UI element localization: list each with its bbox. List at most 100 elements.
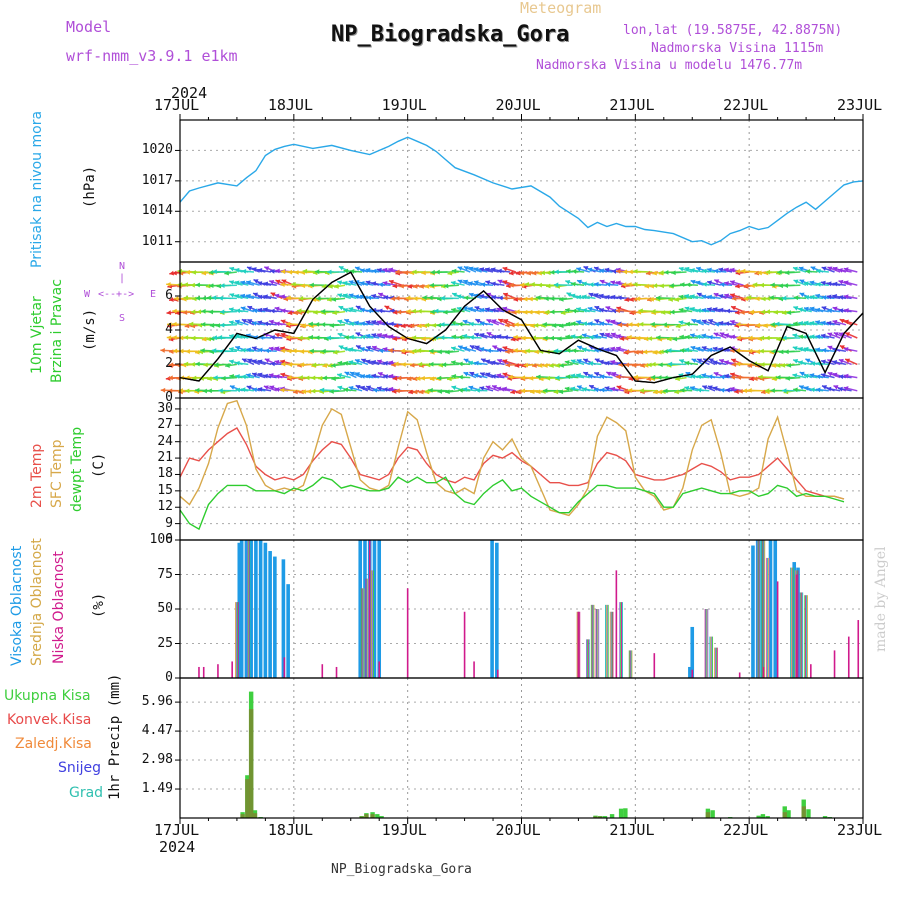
wind-arrowhead — [246, 280, 252, 285]
precip-total-bar — [786, 810, 791, 818]
wind-arrowhead — [417, 361, 423, 367]
wind-arrowhead — [428, 387, 433, 393]
wind-arrowhead — [371, 281, 377, 287]
wind-arrowhead — [417, 308, 422, 314]
wind-arrowhead — [251, 321, 257, 326]
wind-arrowhead — [320, 322, 326, 327]
wind-arrowhead — [663, 388, 668, 394]
wind-arrowhead — [826, 320, 832, 326]
wind-arrowhead — [406, 376, 412, 382]
wind-arrowhead — [424, 322, 430, 328]
wind-arrowhead — [740, 268, 746, 274]
wind-arrowhead — [713, 268, 719, 274]
wind-arrowhead — [570, 359, 576, 364]
wind-arrowhead — [329, 389, 334, 394]
wind-arrowhead — [258, 335, 264, 340]
wind-arrowhead — [510, 322, 515, 328]
wind-arrowhead — [798, 266, 804, 272]
wind-arrowhead — [588, 335, 594, 340]
mid-cloud-bar — [372, 570, 374, 678]
wind-arrowhead — [758, 374, 763, 380]
wind-arrowhead — [826, 294, 832, 300]
wind-arrowhead — [412, 376, 418, 382]
wind-arrowhead — [815, 347, 821, 353]
wind-arrowhead — [486, 332, 492, 337]
wind-arrowhead — [474, 332, 480, 338]
wind-arrowhead — [412, 389, 418, 395]
wind-arrowhead — [593, 333, 599, 339]
date-tick-label: 21JUL — [609, 821, 655, 839]
low-cloud-bar — [231, 661, 233, 678]
mid-cloud-bar — [758, 540, 760, 678]
mid-cloud-bar — [588, 639, 590, 678]
wind-arrowhead — [799, 279, 805, 284]
wind-arrowhead — [598, 359, 604, 365]
wind-arrowhead — [816, 282, 821, 287]
low-cloud-bar — [463, 611, 466, 678]
wind-arrowhead — [228, 320, 234, 325]
wind-arrowhead — [827, 266, 833, 271]
precip-total-bar — [822, 816, 828, 818]
wind-arrowhead — [437, 389, 443, 394]
wind-arrowhead — [576, 294, 582, 300]
wind-arrowhead — [616, 306, 622, 311]
wind-arrowhead — [502, 346, 508, 351]
grid-layer — [179, 120, 864, 818]
wind-arrowhead — [314, 269, 320, 275]
wind-arrowhead — [263, 294, 268, 300]
wind-arrowhead — [624, 349, 630, 355]
wind-arrowhead — [815, 307, 821, 313]
high-cloud-bar — [263, 542, 268, 678]
mid-cloud-bar — [579, 611, 581, 678]
low-cloud-bar — [473, 661, 475, 678]
mid-cloud-bar — [710, 636, 712, 678]
wind-arrowhead — [604, 347, 610, 353]
wind-arrowhead — [321, 348, 326, 354]
wind-arrowhead — [555, 363, 560, 368]
wind-arrowhead — [440, 295, 445, 301]
wind-arrowhead — [696, 374, 702, 380]
wind-arrowhead — [832, 306, 838, 312]
wind-arrowhead — [530, 282, 535, 287]
wind-arrowhead — [604, 267, 610, 273]
wind-arrowhead — [337, 360, 343, 366]
wind-arrowhead — [437, 349, 442, 355]
wind-arrowhead — [707, 385, 713, 390]
wind-arrowhead — [707, 347, 713, 353]
wind-arrowhead — [659, 349, 664, 355]
wind-arrowhead — [583, 371, 589, 377]
mid-cloud-bar — [611, 611, 613, 678]
wind-arrowhead — [502, 306, 508, 312]
wind-arrowhead — [207, 376, 212, 382]
wind-arrowhead — [310, 388, 316, 394]
wind-arrowhead — [218, 388, 223, 393]
wind-arrowhead — [549, 296, 555, 302]
wind-arrowhead — [743, 283, 749, 289]
wind-arrowhead — [388, 279, 394, 285]
wind-arrowhead — [838, 358, 844, 364]
wind-arrowhead — [485, 280, 491, 285]
wind-arrowhead — [372, 387, 378, 393]
wind-arrowhead — [228, 307, 234, 312]
wind-arrowhead — [719, 282, 725, 288]
wind-arrowhead — [640, 363, 646, 368]
wind-arrowhead — [338, 305, 344, 311]
wind-arrowhead — [821, 266, 827, 272]
wind-arrowhead — [412, 283, 418, 289]
wind-arrowhead — [285, 321, 291, 327]
wind-arrowhead — [252, 359, 257, 364]
wind-arrowhead — [257, 359, 263, 365]
wind-arrowhead — [458, 345, 464, 350]
wind-arrowhead — [513, 348, 518, 353]
wind-arrowhead — [371, 293, 377, 299]
wind-arrowhead — [287, 310, 293, 316]
wind-arrowhead — [505, 362, 511, 368]
wind-arrowhead — [421, 270, 426, 276]
wind-arrowhead — [684, 294, 690, 299]
wind-speed-line — [179, 271, 864, 384]
wind-arrowhead — [843, 346, 849, 352]
ytick-label: 9 — [165, 515, 173, 531]
wind-arrowhead — [377, 372, 383, 377]
wind-arrowhead — [182, 310, 188, 315]
wind-arrowhead — [474, 306, 480, 311]
